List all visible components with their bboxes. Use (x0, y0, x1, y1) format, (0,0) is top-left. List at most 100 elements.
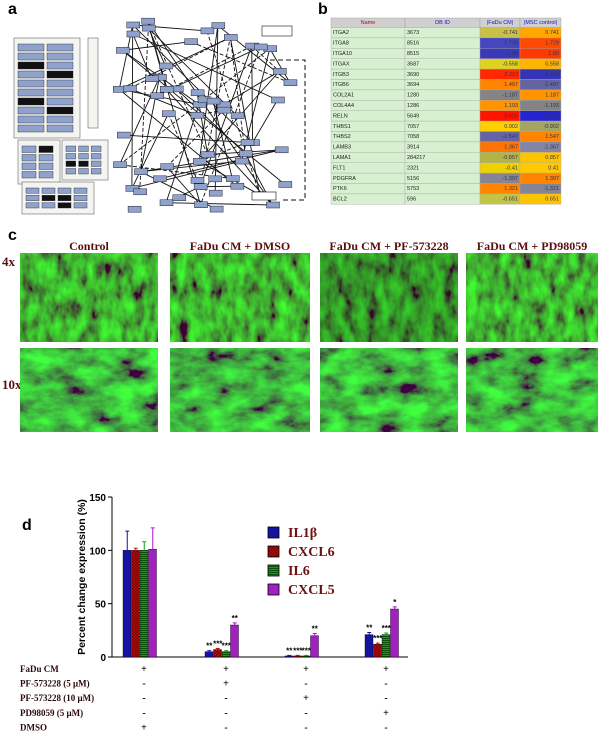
treatment-sign: - (304, 722, 307, 733)
cell-text: LAMA1 (333, 155, 351, 161)
gene-box (78, 153, 89, 160)
bar (293, 655, 302, 658)
legend-box (251, 191, 277, 201)
gene-box (17, 106, 45, 115)
significance: ** (286, 646, 293, 655)
pathway-diagram (13, 17, 306, 215)
gene-box (17, 124, 45, 133)
node (184, 38, 198, 45)
gene-box (78, 145, 89, 152)
error-bar (215, 647, 220, 650)
column-label: Control (69, 239, 109, 253)
treatment-sign: - (224, 722, 227, 733)
cell-text: 1.729 (545, 41, 559, 47)
bar (310, 635, 319, 658)
gene-box (17, 52, 45, 61)
cell-text: 5156 (407, 176, 419, 182)
node (201, 151, 215, 158)
gene-box (46, 52, 74, 61)
bar (364, 634, 374, 658)
treatment-label: PF-573228 (10 μM) (20, 693, 94, 703)
edge (129, 37, 231, 89)
cell-text: 3673 (407, 30, 419, 36)
treatment-sign: + (141, 722, 147, 733)
edge (199, 142, 248, 162)
legend-label: CXCL5 (288, 583, 335, 598)
micrograph (320, 348, 458, 432)
y-tick-label: 150 (89, 493, 106, 504)
cell-text: 1.367 (504, 145, 518, 151)
error-bar (367, 631, 372, 635)
cell-text: 0.857 (545, 155, 559, 161)
bar (131, 550, 140, 658)
y-tick-label: 0 (100, 653, 106, 664)
legend-label: IL6 (288, 564, 310, 579)
cell-text: 1.497 (504, 82, 518, 88)
edge (165, 202, 273, 206)
error-bar (125, 530, 130, 551)
node (274, 146, 289, 154)
node (230, 112, 245, 120)
node (200, 27, 215, 35)
cell-text: 8515 (407, 51, 419, 57)
node (193, 158, 207, 165)
node (117, 131, 131, 139)
treatment-sign: - (224, 693, 227, 704)
cell-text: -1.397 (502, 176, 518, 182)
treatment-label: PF-573228 (5 μM) (20, 679, 90, 689)
gene-box (17, 79, 45, 88)
edge (131, 160, 242, 189)
gene-box (17, 70, 45, 79)
header-text: |MSC control| (524, 20, 557, 26)
error-bar (295, 654, 300, 656)
legend-swatch (267, 526, 280, 539)
gene-box (73, 187, 88, 194)
legend-label: CXCL6 (288, 545, 335, 560)
node (271, 96, 285, 104)
bar (204, 651, 214, 658)
cell-text: -1.89 (505, 51, 518, 57)
error-bar (224, 650, 229, 652)
significance: *** (302, 646, 312, 655)
cell-text: 3690 (407, 72, 419, 78)
error-bar (375, 642, 380, 645)
edge (198, 25, 219, 162)
edge (251, 45, 280, 72)
gene-box (17, 97, 45, 106)
edge (119, 48, 271, 166)
gene-box (25, 202, 40, 209)
cell-text: 1.321 (504, 186, 518, 192)
cell-text: -2.625 (543, 113, 559, 119)
cell-text: PTK6 (333, 186, 347, 192)
column-label: FaDu CM + DMSO (190, 239, 291, 253)
edge (122, 41, 191, 51)
panel-label: c (8, 227, 17, 244)
node (190, 111, 205, 119)
bar (284, 655, 294, 658)
gene-box (38, 145, 54, 153)
cell-text: PDGFRA (333, 176, 356, 182)
node (224, 34, 238, 41)
edge (251, 46, 253, 143)
node (190, 89, 205, 96)
table-cell (519, 193, 562, 205)
node (116, 47, 130, 54)
gene-box (57, 195, 72, 201)
gene-box (73, 195, 88, 201)
error-bar (392, 606, 397, 609)
bar (122, 550, 132, 658)
node (162, 110, 176, 118)
cell-text: 284217 (407, 155, 425, 161)
cell-text: 5649 (407, 113, 419, 119)
cell-text: 0.651 (545, 197, 559, 203)
treatment-sign: + (223, 679, 229, 690)
gene-box (65, 145, 76, 152)
micrograph (466, 348, 598, 432)
error-bar (312, 633, 317, 636)
cell-text: ITGB3 (333, 72, 349, 78)
bar (373, 644, 382, 658)
treatment-sign: + (383, 664, 389, 675)
edge (132, 33, 278, 101)
cell-text: THBS1 (333, 124, 351, 130)
gene-box (65, 168, 76, 175)
